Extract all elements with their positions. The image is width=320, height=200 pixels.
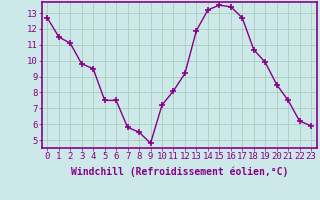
X-axis label: Windchill (Refroidissement éolien,°C): Windchill (Refroidissement éolien,°C) xyxy=(70,167,288,177)
